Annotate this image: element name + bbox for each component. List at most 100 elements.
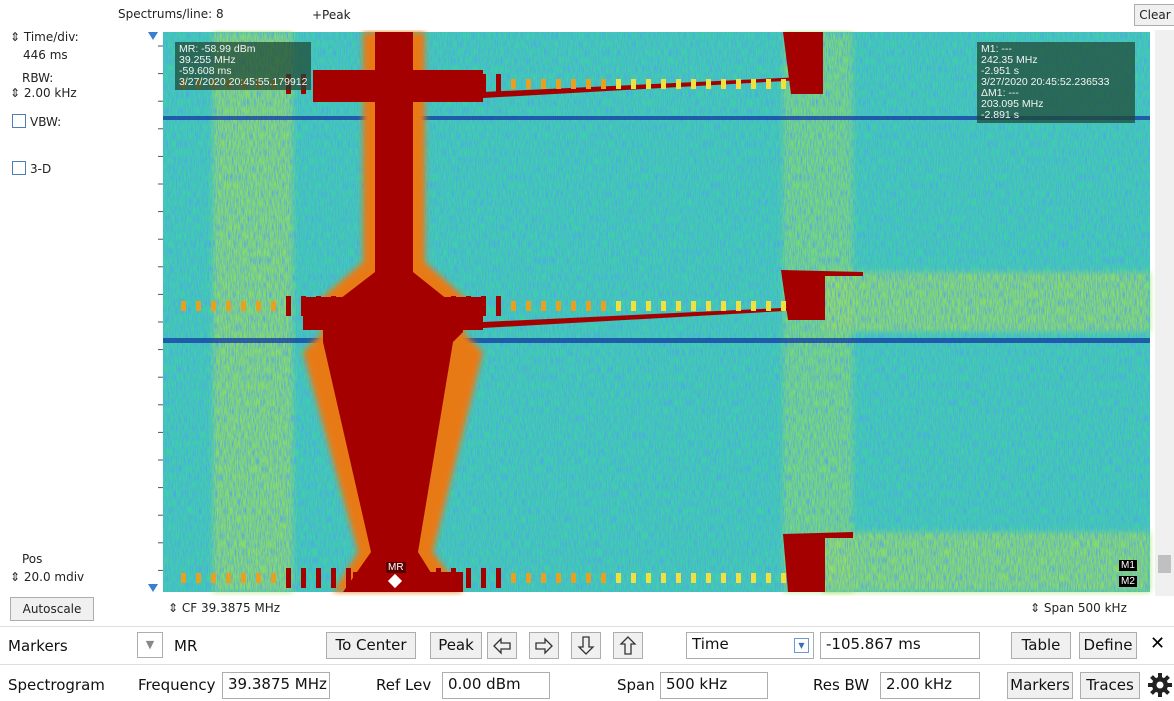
harmonic-dot <box>391 296 396 316</box>
res-bw-input[interactable]: 2.00 kHz <box>880 672 980 699</box>
harmonic-dot <box>571 301 576 311</box>
harmonic-dot <box>766 573 771 583</box>
harmonic-dot <box>331 74 336 94</box>
3d-label: 3-D <box>30 162 51 176</box>
harmonic-dot <box>406 568 411 588</box>
vbw-checkbox[interactable]: VBW: <box>12 114 61 129</box>
blue-line <box>163 338 1150 343</box>
readout-type-select[interactable]: Time▼ <box>686 632 814 659</box>
time-div-text: Time/div: <box>24 30 79 44</box>
m2-marker-label[interactable]: M2 <box>1119 576 1137 587</box>
checkbox[interactable] <box>12 114 26 128</box>
ref-lev-input[interactable]: 0.00 dBm <box>442 672 550 699</box>
scrollbar-thumb[interactable] <box>1158 555 1171 573</box>
settings-gear[interactable] <box>1148 673 1172 697</box>
to-center-button[interactable]: To Center <box>326 632 416 659</box>
harmonic-dot <box>196 573 201 583</box>
harmonic-dot <box>541 301 546 311</box>
harmonic-dot <box>706 573 711 583</box>
scrollbar[interactable] <box>1155 30 1174 596</box>
harmonic-dot <box>241 573 246 583</box>
harmonic-dot <box>526 79 531 89</box>
close-button[interactable]: ✕ <box>1150 633 1165 654</box>
pos-label: Pos <box>22 552 42 566</box>
res-bw-label: Res BW <box>813 676 869 694</box>
marker-dropdown[interactable]: ▼ <box>137 632 163 658</box>
separator <box>0 664 1174 665</box>
table-button[interactable]: Table <box>1011 632 1071 659</box>
dropdown-arrow[interactable]: ▼ <box>794 638 809 653</box>
clear-button[interactable]: Clear <box>1134 4 1174 26</box>
m1-marker-label[interactable]: M1 <box>1119 560 1137 571</box>
rbw-label: RBW: <box>22 71 53 85</box>
autoscale-button[interactable]: Autoscale <box>10 597 94 621</box>
harmonic-dot <box>541 79 546 89</box>
center-frequency[interactable]: ⇕ CF 39.3875 MHz <box>168 601 280 615</box>
harmonic-dot <box>376 568 381 588</box>
harmonic-dot <box>571 79 576 89</box>
harmonic-dot <box>436 568 441 588</box>
harmonic-dot <box>766 301 771 311</box>
harmonic-dot <box>646 79 651 89</box>
marker-select[interactable]: MR <box>174 637 197 655</box>
harmonic-dot <box>301 296 306 316</box>
separator <box>0 626 1174 627</box>
3d-checkbox[interactable]: 3-D <box>12 161 51 176</box>
harmonic-dot <box>691 573 696 583</box>
harmonic-dot <box>736 573 741 583</box>
markers-button[interactable]: Markers <box>1007 672 1073 699</box>
harmonic-dot <box>736 79 741 89</box>
harmonic-dot <box>661 573 666 583</box>
harmonic-dot <box>466 74 471 94</box>
harmonic-dot <box>586 573 591 583</box>
harmonic-dot <box>226 573 231 583</box>
harmonic-dot <box>646 573 651 583</box>
harmonic-dot <box>241 301 246 311</box>
readout-value-input[interactable]: -105.867 ms <box>820 632 980 659</box>
harmonic-dot <box>781 79 786 89</box>
harmonic-dot <box>466 568 471 588</box>
harmonic-dot <box>406 74 411 94</box>
harmonic-dot <box>421 568 426 588</box>
pos-value[interactable]: ⇕ 20.0 mdiv <box>10 570 84 584</box>
span-text: Span 500 kHz <box>1044 601 1127 615</box>
cf-text: CF 39.3875 MHz <box>182 601 280 615</box>
markers-title: Markers <box>8 637 68 655</box>
harmonic-dot <box>361 74 366 94</box>
scroll-up-arrow[interactable] <box>148 32 158 40</box>
harmonic-dot <box>436 296 441 316</box>
define-button[interactable]: Define <box>1079 632 1137 659</box>
harmonic-dot <box>316 296 321 316</box>
harmonic-dot <box>496 74 501 94</box>
harmonic-dot <box>571 573 576 583</box>
harmonic-dot <box>226 301 231 311</box>
span[interactable]: ⇕ Span 500 kHz <box>1030 601 1127 615</box>
traces-button[interactable]: Traces <box>1080 672 1140 699</box>
harmonic-dot <box>601 79 606 89</box>
checkbox[interactable] <box>12 161 26 175</box>
left-button[interactable] <box>488 633 517 659</box>
harmonic-dot <box>211 301 216 311</box>
harmonic-dot <box>256 573 261 583</box>
mr-marker-label[interactable]: MR <box>386 562 406 573</box>
harmonic-dot <box>421 74 426 94</box>
rbw-value[interactable]: ⇕ 2.00 kHz <box>10 86 77 100</box>
harmonic-dot <box>301 568 306 588</box>
harmonic-dot <box>346 568 351 588</box>
harmonic-dot <box>661 301 666 311</box>
scroll-down-arrow[interactable] <box>148 584 158 592</box>
right-button[interactable] <box>530 633 559 659</box>
harmonic-dot <box>481 296 486 316</box>
harmonic-dot <box>181 573 186 583</box>
harmonic-dot <box>616 79 621 89</box>
harmonic-dot <box>736 301 741 311</box>
frequency-input[interactable]: 39.3875 MHz <box>222 672 330 699</box>
harmonic-dot <box>616 573 621 583</box>
span-input[interactable]: 500 kHz <box>660 672 768 699</box>
harmonic-dot <box>691 79 696 89</box>
peak-button[interactable]: Peak <box>430 632 482 659</box>
harmonic-dot <box>196 301 201 311</box>
harmonic-dot <box>706 301 711 311</box>
time-div-value[interactable]: 446 ms <box>20 46 108 66</box>
span-label: Span <box>617 676 655 694</box>
